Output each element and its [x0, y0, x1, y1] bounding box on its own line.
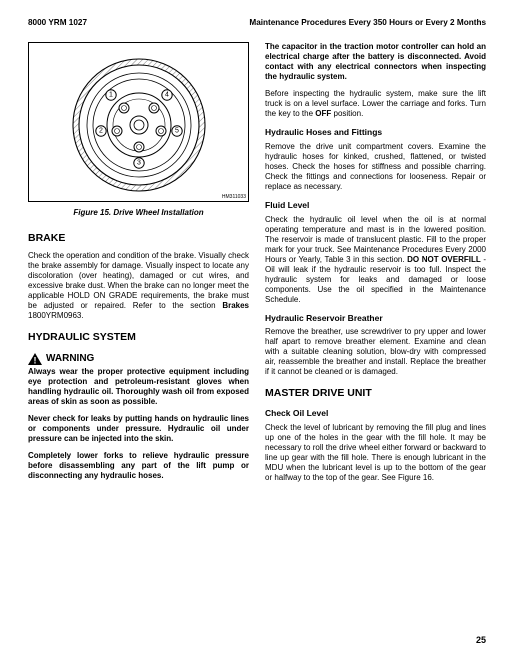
callout-1-label: 1 [109, 92, 113, 99]
page-number: 25 [28, 629, 486, 646]
header-right: Maintenance Procedures Every 350 Hours o… [249, 18, 486, 28]
header-left: 8000 YRM 1027 [28, 18, 87, 28]
fluid-heading: Fluid Level [265, 200, 486, 211]
prep-paragraph: Before inspecting the hydraulic system, … [265, 89, 486, 119]
capacitor-warning: The capacitor in the traction motor cont… [265, 42, 486, 82]
warning-header: ! WARNING [28, 353, 249, 366]
mdu-heading: MASTER DRIVE UNIT [265, 387, 486, 400]
callout-3-label: 3 [137, 160, 141, 167]
page-header: 8000 YRM 1027 Maintenance Procedures Eve… [28, 18, 486, 32]
breather-heading: Hydraulic Reservoir Breather [265, 313, 486, 324]
warning-label: WARNING [46, 353, 94, 366]
brake-paragraph: Check the operation and condition of the… [28, 251, 249, 321]
fluid-bold: DO NOT OVERFILL [407, 255, 481, 264]
svg-text:!: ! [34, 355, 37, 365]
oil-paragraph: Check the level of lubricant by removing… [265, 423, 486, 483]
oil-heading: Check Oil Level [265, 408, 486, 419]
warning-p3: Completely lower forks to relieve hydrau… [28, 451, 249, 481]
prep-off: OFF [315, 109, 331, 118]
left-column: 1 4 [28, 42, 249, 629]
breather-paragraph: Remove the breather, use screwdriver to … [265, 327, 486, 377]
callout-2-label: 2 [99, 128, 103, 135]
figure-id: HM311033 [222, 194, 246, 200]
brake-heading: BRAKE [28, 232, 249, 245]
prep-a: Before inspecting the hydraulic system, … [265, 89, 486, 118]
callout-4-label: 4 [165, 92, 169, 99]
brake-text: Check the operation and condition of the… [28, 251, 249, 310]
hoses-heading: Hydraulic Hoses and Fittings [265, 127, 486, 138]
drive-wheel-diagram: 1 4 [44, 47, 234, 197]
figure-box: 1 4 [28, 42, 249, 202]
prep-b: position. [331, 109, 363, 118]
warning-p1: Always wear the proper protective equipm… [28, 367, 249, 407]
warning-p2: Never check for leaks by putting hands o… [28, 414, 249, 444]
fluid-paragraph: Check the hydraulic oil level when the o… [265, 215, 486, 305]
hydraulic-heading: HYDRAULIC SYSTEM [28, 331, 249, 344]
warning-icon: ! [28, 353, 42, 365]
callout-5-label: 5 [175, 128, 179, 135]
brake-ref-tail: 1800YRM0963. [28, 311, 84, 320]
brake-ref: Brakes [222, 301, 249, 310]
figure-caption: Figure 15. Drive Wheel Installation [28, 208, 249, 218]
hoses-paragraph: Remove the drive unit compartment covers… [265, 142, 486, 192]
right-column: The capacitor in the traction motor cont… [265, 42, 486, 629]
content-area: 1 4 [28, 42, 486, 629]
